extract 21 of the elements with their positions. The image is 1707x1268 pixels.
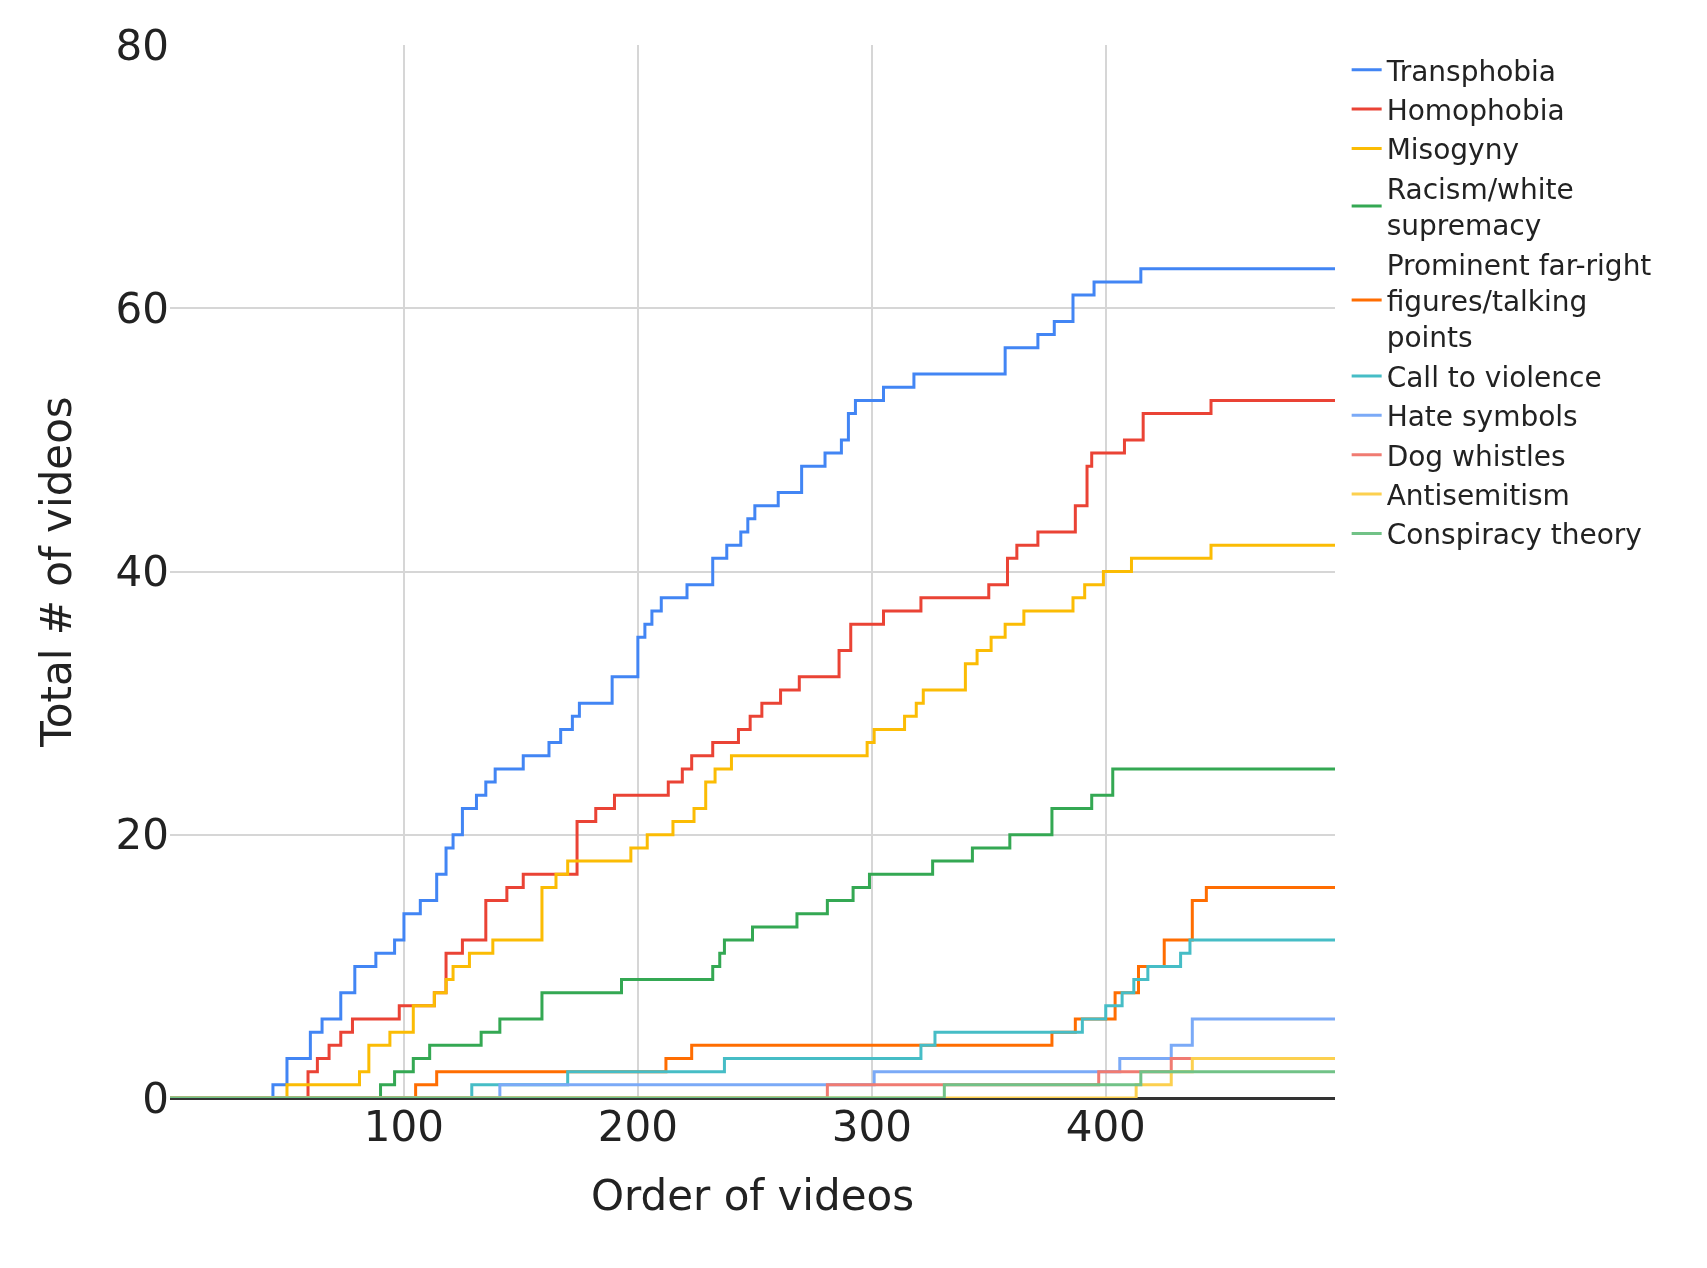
- legend-label: Conspiracy theory: [1386, 518, 1642, 552]
- y-tick-label: 0: [142, 1073, 169, 1123]
- legend-label: Dog whistles: [1386, 439, 1566, 473]
- legend-label: Misogyny: [1386, 133, 1519, 167]
- legend-label: Call to violence: [1386, 360, 1602, 394]
- x-axis-title: Order of videos: [590, 1170, 915, 1220]
- y-tick-label: 20: [115, 810, 169, 860]
- x-tick-label: 300: [831, 1102, 912, 1151]
- legend-label: Transphobia: [1385, 54, 1557, 88]
- y-tick-label: 40: [115, 547, 169, 597]
- x-tick-label: 400: [1065, 1102, 1146, 1151]
- legend-label: Hate symbols: [1386, 400, 1578, 434]
- x-tick-label: 100: [363, 1102, 445, 1151]
- legend-label: Antisemitism: [1386, 479, 1570, 513]
- legend-label: Racism/white supremacy: [1386, 172, 1574, 243]
- y-tick-label: 60: [115, 283, 169, 333]
- x-tick-label: 200: [597, 1102, 678, 1151]
- legend-label: Homophobia: [1386, 94, 1565, 128]
- y-axis-title: Total # of videos: [32, 396, 82, 748]
- y-tick-label: 80: [115, 20, 169, 70]
- legend-label: Prominent far-right figures/talking points: [1386, 248, 1652, 355]
